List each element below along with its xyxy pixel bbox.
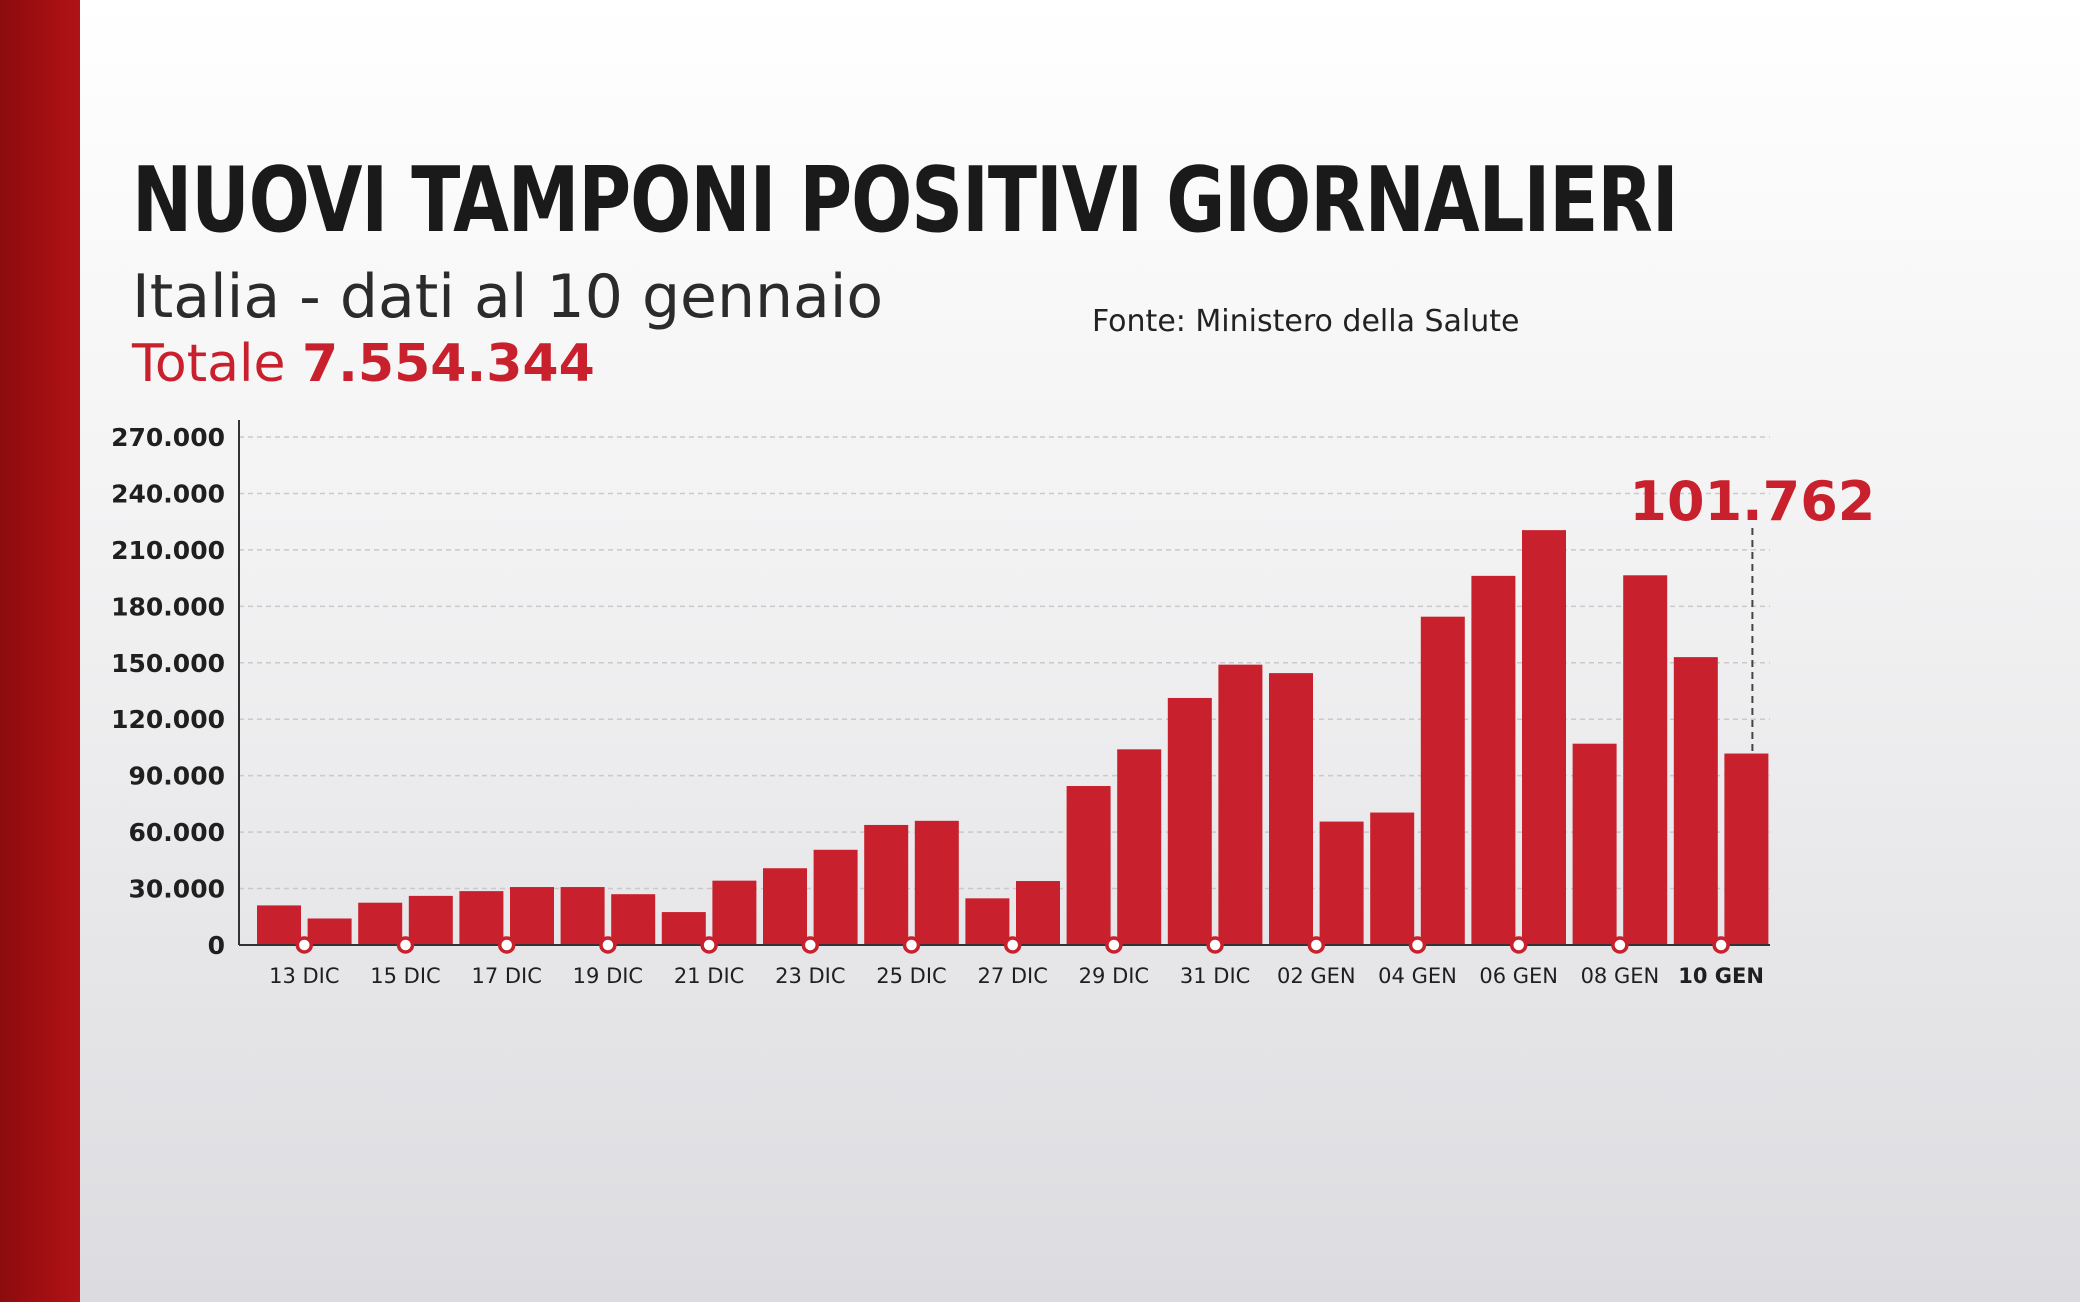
- bar: [1319, 821, 1364, 945]
- bar: [1066, 786, 1111, 945]
- x-tick-marker: [1105, 936, 1123, 954]
- bar: [611, 894, 656, 945]
- x-tick-marker: [1408, 936, 1427, 954]
- bar: [1167, 697, 1212, 945]
- x-tick-label: 23 DIC: [775, 964, 845, 988]
- bar: [914, 820, 959, 945]
- bar: [358, 902, 403, 945]
- x-tick-marker: [902, 936, 921, 954]
- bars: [257, 530, 1769, 945]
- x-tick-marker: [1611, 936, 1629, 954]
- y-tick-label: 0: [208, 931, 225, 960]
- bar: [459, 891, 504, 945]
- x-tick-label: 21 DIC: [674, 964, 744, 988]
- x-tick-label: 10 GEN: [1678, 964, 1764, 988]
- bar: [510, 887, 554, 945]
- x-tick-marker: [295, 936, 314, 954]
- y-tick-label: 120.000: [111, 705, 225, 734]
- y-tick-label: 60.000: [129, 818, 225, 847]
- x-tick-marker: [396, 936, 415, 954]
- y-tick-label: 180.000: [111, 592, 225, 621]
- y-axis-ticks: 0 30.000 60.000 90.000 120.000 150.000 180.000…: [111, 423, 225, 960]
- total-value: 7.554.344: [301, 334, 595, 394]
- x-tick-marker: [497, 936, 516, 954]
- bar: [1016, 881, 1060, 945]
- x-tick-label: 19 DIC: [573, 964, 643, 988]
- bar: [257, 905, 301, 945]
- total-label: Totale: [132, 334, 286, 394]
- bar: [1572, 743, 1617, 945]
- x-tick-label: 29 DIC: [1079, 964, 1149, 988]
- chart-title: NUOVI TAMPONI POSITIVI GIORNALIERI: [132, 148, 1679, 253]
- x-tick-marker: [599, 936, 617, 954]
- bar: [1420, 616, 1465, 945]
- bar: [1218, 664, 1263, 945]
- x-tick-marker: [1003, 936, 1022, 954]
- side-band: [0, 0, 80, 1302]
- total-line: Totale 7.554.344: [132, 334, 595, 394]
- bar: [864, 824, 909, 945]
- grid-lines: [239, 436, 1770, 890]
- y-tick-label: 270.000: [111, 423, 225, 452]
- y-tick-label: 210.000: [111, 536, 225, 565]
- x-tick-marker: [1509, 936, 1528, 954]
- x-tick-label: 08 GEN: [1581, 964, 1660, 988]
- callout-value: 101.762: [1629, 470, 1875, 533]
- bar: [1269, 673, 1313, 945]
- bar: [763, 868, 807, 945]
- bar: [813, 849, 858, 945]
- x-axis-ticks: 13 DIC 15 DIC 17 DIC 19 DIC 21 DIC 23 DIC 25 D…: [269, 964, 1764, 988]
- x-tick-label: 25 DIC: [876, 964, 946, 988]
- y-tick-label: 150.000: [111, 649, 225, 678]
- x-tick-label: 13 DIC: [269, 964, 339, 988]
- bar: [712, 880, 757, 945]
- highlight-callout: 101.762: [1629, 470, 1875, 754]
- bar: [560, 887, 605, 945]
- x-tick-marker: [1307, 936, 1326, 954]
- bar: [965, 898, 1010, 945]
- x-tick-marker: [801, 936, 820, 954]
- x-tick-label: 31 DIC: [1180, 964, 1250, 988]
- x-tick-marker: [1206, 936, 1224, 954]
- bar: [1623, 575, 1668, 945]
- bar: [1522, 530, 1566, 945]
- x-tick-label: 15 DIC: [370, 964, 440, 988]
- bar: [408, 895, 453, 945]
- x-axis-markers: [295, 936, 1730, 954]
- x-tick-marker: [1712, 936, 1730, 954]
- x-tick-label: 04 GEN: [1378, 964, 1457, 988]
- bar: [1117, 749, 1162, 945]
- x-tick-label: 27 DIC: [977, 964, 1047, 988]
- x-tick-label: 02 GEN: [1277, 964, 1356, 988]
- y-tick-label: 240.000: [111, 479, 225, 508]
- x-tick-label: 17 DIC: [471, 964, 541, 988]
- y-tick-label: 30.000: [129, 875, 225, 904]
- x-tick-label: 06 GEN: [1479, 964, 1558, 988]
- bar: [1673, 657, 1718, 945]
- bar: [307, 918, 352, 945]
- x-tick-marker: [700, 936, 718, 954]
- bar: [661, 912, 706, 945]
- bar: [1471, 575, 1516, 945]
- source-note: Fonte: Ministero della Salute: [1092, 304, 1520, 339]
- bar: [1724, 753, 1769, 945]
- bar: [1370, 812, 1415, 945]
- y-tick-label: 90.000: [129, 762, 225, 791]
- chart-subtitle: Italia - dati al 10 gennaio: [132, 262, 884, 332]
